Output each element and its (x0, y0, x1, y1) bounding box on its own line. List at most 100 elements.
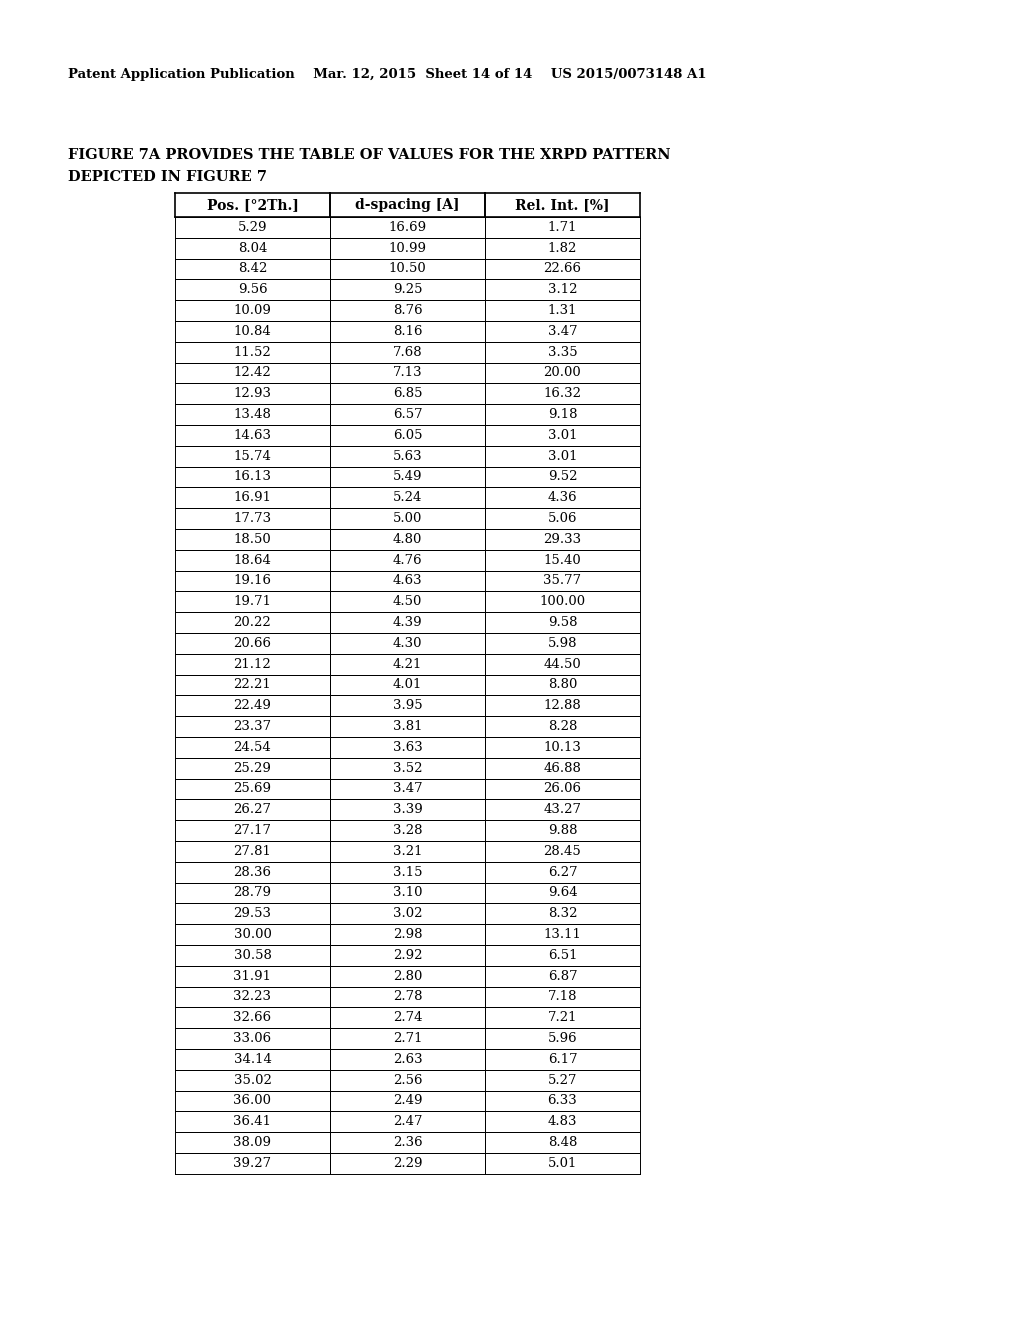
Text: 5.98: 5.98 (548, 636, 578, 649)
Text: 6.17: 6.17 (548, 1053, 578, 1067)
Text: 26.06: 26.06 (544, 783, 582, 796)
Text: 20.66: 20.66 (233, 636, 271, 649)
Text: 3.15: 3.15 (393, 866, 422, 879)
Text: 33.06: 33.06 (233, 1032, 271, 1045)
Text: 3.35: 3.35 (548, 346, 578, 359)
Text: 7.68: 7.68 (392, 346, 422, 359)
Text: 13.11: 13.11 (544, 928, 582, 941)
Text: 15.74: 15.74 (233, 450, 271, 463)
Text: 4.36: 4.36 (548, 491, 578, 504)
Text: 5.63: 5.63 (392, 450, 422, 463)
Text: 3.52: 3.52 (393, 762, 422, 775)
Text: 28.79: 28.79 (233, 887, 271, 899)
Text: 4.39: 4.39 (392, 616, 422, 630)
Text: 27.17: 27.17 (233, 824, 271, 837)
Text: 15.40: 15.40 (544, 553, 582, 566)
Text: 7.13: 7.13 (392, 367, 422, 380)
Text: 16.13: 16.13 (233, 470, 271, 483)
Text: 9.56: 9.56 (238, 284, 267, 296)
Text: 23.37: 23.37 (233, 721, 271, 733)
Text: 16.32: 16.32 (544, 387, 582, 400)
Text: 10.84: 10.84 (233, 325, 271, 338)
Text: 35.02: 35.02 (233, 1073, 271, 1086)
Text: 9.52: 9.52 (548, 470, 578, 483)
Text: 12.88: 12.88 (544, 700, 582, 713)
Text: 3.01: 3.01 (548, 429, 578, 442)
Text: 43.27: 43.27 (544, 804, 582, 816)
Text: 3.47: 3.47 (392, 783, 422, 796)
Text: 1.82: 1.82 (548, 242, 578, 255)
Text: 6.33: 6.33 (548, 1094, 578, 1107)
Text: 38.09: 38.09 (233, 1137, 271, 1150)
Text: 2.74: 2.74 (393, 1011, 422, 1024)
Text: 24.54: 24.54 (233, 741, 271, 754)
Text: 30.58: 30.58 (233, 949, 271, 962)
Text: 4.63: 4.63 (392, 574, 422, 587)
Text: 19.71: 19.71 (233, 595, 271, 609)
Text: 22.49: 22.49 (233, 700, 271, 713)
Text: 2.49: 2.49 (393, 1094, 422, 1107)
Text: 3.10: 3.10 (393, 887, 422, 899)
Text: 10.09: 10.09 (233, 304, 271, 317)
Text: 6.57: 6.57 (392, 408, 422, 421)
Text: 4.83: 4.83 (548, 1115, 578, 1129)
Text: 6.51: 6.51 (548, 949, 578, 962)
Text: 6.05: 6.05 (393, 429, 422, 442)
Text: 32.66: 32.66 (233, 1011, 271, 1024)
Text: 2.56: 2.56 (393, 1073, 422, 1086)
Text: 3.81: 3.81 (393, 721, 422, 733)
Text: 8.04: 8.04 (238, 242, 267, 255)
Text: 8.32: 8.32 (548, 907, 578, 920)
Text: 4.01: 4.01 (393, 678, 422, 692)
Text: 22.66: 22.66 (544, 263, 582, 276)
Text: 9.25: 9.25 (393, 284, 422, 296)
Text: 10.50: 10.50 (389, 263, 426, 276)
Text: 18.50: 18.50 (233, 533, 271, 546)
Text: 25.29: 25.29 (233, 762, 271, 775)
Text: 2.71: 2.71 (393, 1032, 422, 1045)
Text: 4.80: 4.80 (393, 533, 422, 546)
Text: 10.99: 10.99 (388, 242, 427, 255)
Text: 20.00: 20.00 (544, 367, 582, 380)
Text: 26.27: 26.27 (233, 804, 271, 816)
Text: 8.28: 8.28 (548, 721, 578, 733)
Text: 39.27: 39.27 (233, 1156, 271, 1170)
Text: 3.21: 3.21 (393, 845, 422, 858)
Text: 44.50: 44.50 (544, 657, 582, 671)
Text: 7.18: 7.18 (548, 990, 578, 1003)
Text: 12.42: 12.42 (233, 367, 271, 380)
Text: 5.49: 5.49 (393, 470, 422, 483)
Text: 28.45: 28.45 (544, 845, 582, 858)
Text: 9.88: 9.88 (548, 824, 578, 837)
Text: 3.02: 3.02 (393, 907, 422, 920)
Text: 2.98: 2.98 (393, 928, 422, 941)
Text: 11.52: 11.52 (233, 346, 271, 359)
Text: 14.63: 14.63 (233, 429, 271, 442)
Text: 2.78: 2.78 (393, 990, 422, 1003)
Text: 16.69: 16.69 (388, 220, 427, 234)
Text: 30.00: 30.00 (233, 928, 271, 941)
Text: 3.63: 3.63 (392, 741, 422, 754)
Text: 3.12: 3.12 (548, 284, 578, 296)
Text: 4.50: 4.50 (393, 595, 422, 609)
Text: 3.95: 3.95 (392, 700, 422, 713)
Text: 20.22: 20.22 (233, 616, 271, 630)
Text: 9.64: 9.64 (548, 887, 578, 899)
Text: 3.47: 3.47 (548, 325, 578, 338)
Text: 6.85: 6.85 (393, 387, 422, 400)
Text: 46.88: 46.88 (544, 762, 582, 775)
Text: 18.64: 18.64 (233, 553, 271, 566)
Text: 3.39: 3.39 (392, 804, 422, 816)
Text: 19.16: 19.16 (233, 574, 271, 587)
Text: 28.36: 28.36 (233, 866, 271, 879)
Text: DEPICTED IN FIGURE 7: DEPICTED IN FIGURE 7 (68, 170, 267, 183)
Text: 100.00: 100.00 (540, 595, 586, 609)
Text: 2.36: 2.36 (392, 1137, 422, 1150)
Text: FIGURE 7A PROVIDES THE TABLE OF VALUES FOR THE XRPD PATTERN: FIGURE 7A PROVIDES THE TABLE OF VALUES F… (68, 148, 671, 162)
Text: 6.87: 6.87 (548, 970, 578, 982)
Text: 5.00: 5.00 (393, 512, 422, 525)
Text: 8.16: 8.16 (393, 325, 422, 338)
Text: 22.21: 22.21 (233, 678, 271, 692)
Text: 4.30: 4.30 (393, 636, 422, 649)
Text: 8.80: 8.80 (548, 678, 578, 692)
